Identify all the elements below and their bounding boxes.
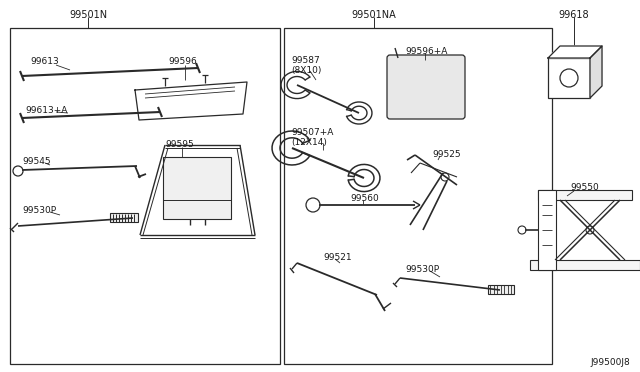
Bar bbox=[284, 28, 552, 364]
Text: 99595: 99595 bbox=[165, 140, 194, 149]
Polygon shape bbox=[135, 82, 247, 120]
Text: 99613: 99613 bbox=[30, 57, 59, 66]
Text: J99500J8: J99500J8 bbox=[590, 358, 630, 367]
Text: 99530P: 99530P bbox=[405, 265, 439, 274]
Text: 99521: 99521 bbox=[323, 253, 351, 262]
Bar bbox=[538, 190, 632, 200]
FancyBboxPatch shape bbox=[387, 55, 465, 119]
Text: 99560: 99560 bbox=[350, 194, 379, 203]
Bar bbox=[548, 58, 590, 98]
Text: 99525: 99525 bbox=[432, 150, 461, 159]
Bar bbox=[538, 190, 556, 270]
Bar bbox=[488, 285, 514, 294]
Text: 99545: 99545 bbox=[22, 157, 51, 166]
Text: 99501N: 99501N bbox=[69, 10, 107, 20]
Bar bbox=[110, 213, 138, 222]
Text: 99530P: 99530P bbox=[22, 206, 56, 215]
Text: 99596+A: 99596+A bbox=[405, 47, 447, 56]
Bar bbox=[10, 28, 280, 364]
Bar bbox=[530, 260, 640, 270]
Text: 99587
(8X10): 99587 (8X10) bbox=[291, 56, 321, 75]
Polygon shape bbox=[548, 46, 602, 58]
Text: 99596: 99596 bbox=[168, 57, 196, 66]
Text: 99501NA: 99501NA bbox=[351, 10, 396, 20]
Polygon shape bbox=[590, 46, 602, 98]
Text: 99550: 99550 bbox=[570, 183, 599, 192]
Text: 99618: 99618 bbox=[559, 10, 589, 20]
Text: 99613+A: 99613+A bbox=[25, 106, 67, 115]
Text: 99507+A
(12X14): 99507+A (12X14) bbox=[291, 128, 333, 147]
Bar bbox=[163, 157, 231, 219]
